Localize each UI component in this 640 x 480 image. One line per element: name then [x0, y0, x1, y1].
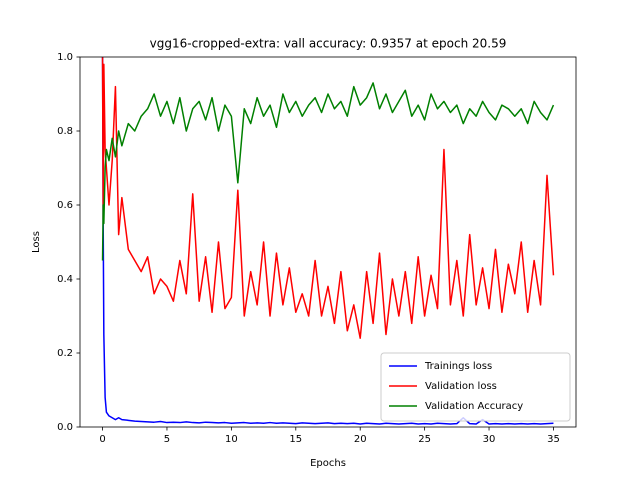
- chart-title: vgg16-cropped-extra: vall accuracy: 0.93…: [150, 37, 507, 51]
- y-tick-label: 1.0: [57, 52, 73, 63]
- series-line: [101, 57, 554, 425]
- axes-frame: [79, 56, 577, 428]
- x-tick-label: 25: [418, 434, 431, 445]
- y-tick-label: 0.2: [57, 348, 73, 359]
- x-tick-label: 0: [99, 434, 105, 445]
- y-tick-label: 0.8: [57, 126, 73, 137]
- y-tick-label: 0.0: [57, 422, 73, 433]
- series-line: [101, 57, 555, 339]
- legend-box: [380, 352, 571, 422]
- y-tick-label: 0.6: [57, 200, 73, 211]
- x-tick-label: 5: [164, 434, 170, 445]
- x-tick-label: 15: [289, 434, 302, 445]
- series-line: [101, 82, 555, 261]
- y-tick-label: 0.4: [57, 274, 73, 285]
- legend-label: Validation loss: [425, 381, 497, 392]
- x-tick-label: 35: [547, 434, 560, 445]
- x-tick-label: 10: [225, 434, 238, 445]
- x-tick-label: 30: [483, 434, 496, 445]
- x-axis-label: Epochs: [310, 458, 346, 469]
- plot-area: [101, 57, 555, 425]
- y-axis-label: Loss: [31, 231, 42, 253]
- legend-label: Validation Accuracy: [425, 401, 523, 412]
- x-tick-label: 20: [354, 434, 367, 445]
- legend-label: Trainings loss: [424, 361, 492, 372]
